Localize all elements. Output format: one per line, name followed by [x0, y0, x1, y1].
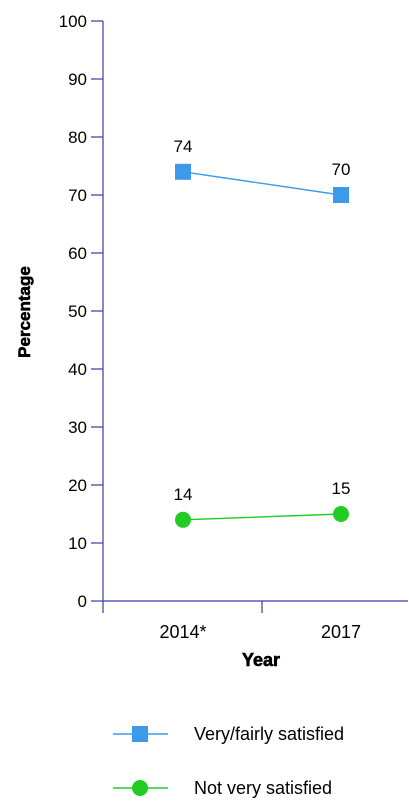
y-axis-title: Percentage [15, 266, 34, 358]
data-point-square [333, 187, 349, 203]
data-label: 15 [332, 479, 351, 498]
y-tick-label: 0 [78, 592, 87, 611]
series-1: 74 70 [174, 137, 351, 203]
x-tick-label: 2017 [321, 622, 361, 642]
y-tick-label: 50 [68, 302, 87, 321]
legend-label: Very/fairly satisfied [194, 724, 344, 744]
data-label: 74 [174, 137, 193, 156]
data-point-circle [333, 506, 349, 522]
y-tick-label: 100 [59, 12, 87, 31]
y-tick-label: 80 [68, 128, 87, 147]
axis-labels: Percentage Year [15, 266, 281, 670]
series-layer: 74 70 14 15 [174, 137, 351, 528]
x-axis-title: Year [242, 650, 280, 670]
series-line [182, 171, 342, 196]
legend-square-marker [132, 726, 148, 742]
data-label: 14 [174, 485, 193, 504]
axes: 0 10 20 30 40 50 60 70 80 90 100 2014* 2017 [59, 12, 408, 642]
y-tick-label: 90 [68, 70, 87, 89]
y-tick-label: 40 [68, 360, 87, 379]
legend-item: Not very satisfied [113, 778, 332, 798]
y-tick-label: 60 [68, 244, 87, 263]
data-point-square [175, 163, 191, 180]
y-tick-label: 70 [68, 186, 87, 205]
x-tick-label: 2014* [159, 622, 206, 642]
series-2: 14 15 [174, 479, 351, 528]
y-tick-label: 10 [68, 534, 87, 553]
series-line [182, 513, 342, 521]
y-tick-label: 20 [68, 476, 87, 495]
data-label: 70 [332, 160, 351, 179]
legend-label: Not very satisfied [194, 778, 332, 798]
legend: Very/fairly satisfied Not very satisfied [113, 724, 344, 798]
y-tick-label: 30 [68, 418, 87, 437]
data-point-circle [175, 511, 191, 528]
legend-circle-marker [132, 780, 148, 796]
legend-item: Very/fairly satisfied [113, 724, 344, 744]
